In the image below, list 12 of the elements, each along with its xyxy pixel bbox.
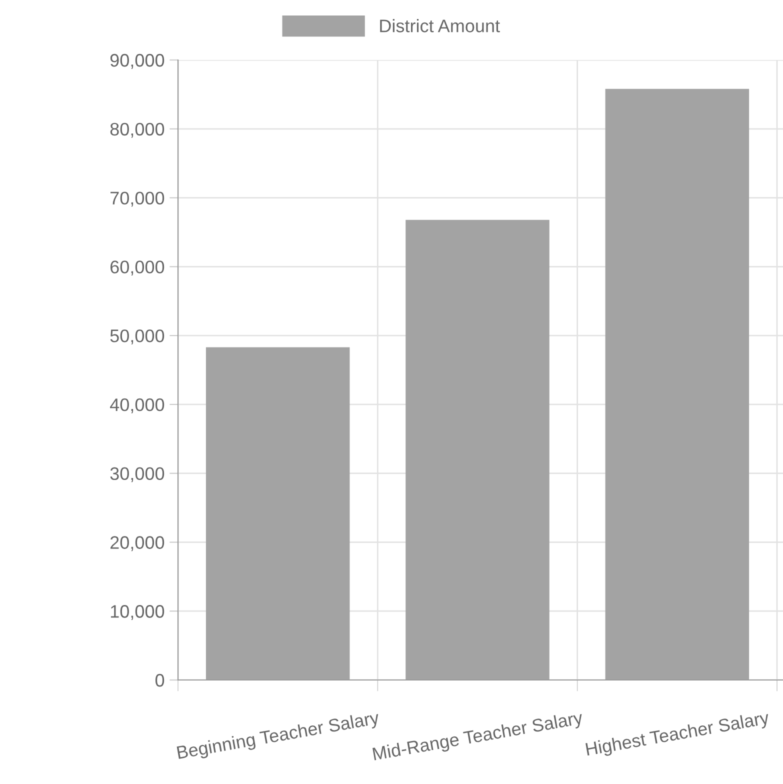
y-tick-label: 0 (155, 674, 164, 687)
y-tick-label: 80,000 (110, 122, 164, 138)
y-tick-label: 10,000 (110, 605, 164, 620)
y-tick-label: 70,000 (110, 192, 164, 207)
y-tick-label: 90,000 (110, 54, 164, 69)
y-tick-label: 30,000 (110, 467, 164, 482)
y-tick-label: 20,000 (110, 536, 164, 552)
y-tick-label: 40,000 (110, 398, 164, 414)
legend-label: District Amount (380, 19, 500, 32)
y-tick-label: 50,000 (110, 329, 164, 344)
y-tick-label: 60,000 (110, 260, 164, 276)
x-tick-label: Highest Teacher Salary (585, 710, 770, 760)
